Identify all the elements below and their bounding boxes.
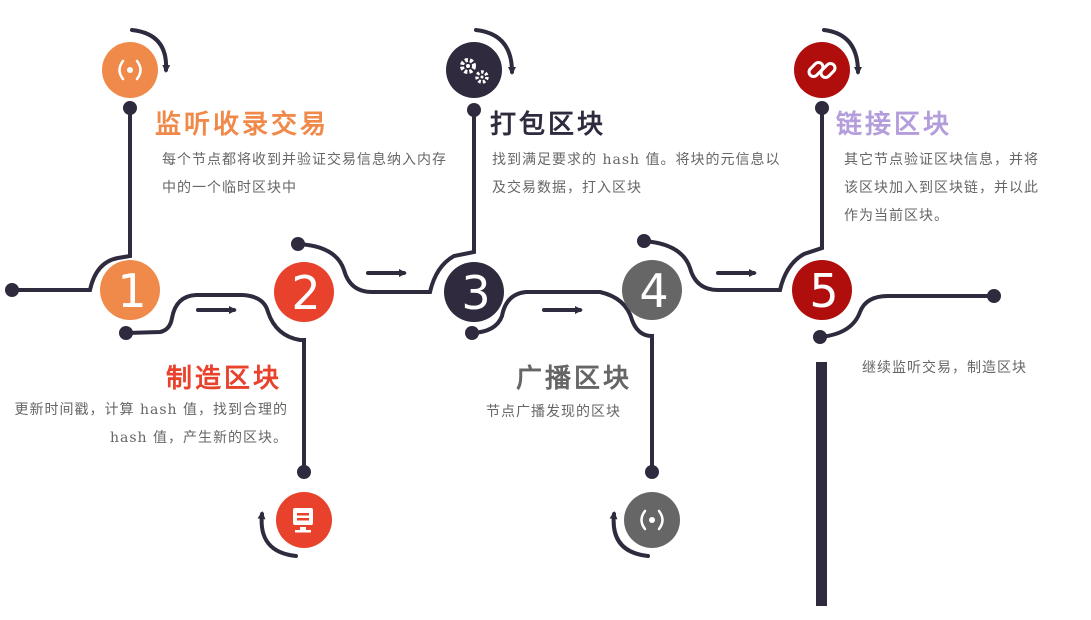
step-title: 监听收录交易 — [155, 110, 330, 140]
step-title: 广播区块 — [516, 364, 633, 394]
endpoint-dot — [637, 234, 651, 248]
step-1-circle — [100, 260, 160, 320]
step-description: 节点广播发现的区块 — [486, 404, 621, 420]
step-title: 链接区块 — [836, 110, 953, 140]
flow-line-3 — [296, 108, 476, 294]
step-5-circle — [792, 260, 852, 320]
curved-arrow-5 — [822, 28, 862, 75]
gears-icon — [446, 42, 502, 98]
endpoint-dot — [291, 237, 305, 251]
flow-line-4 — [470, 290, 654, 474]
broadcast-icon — [102, 42, 158, 98]
step-description: 其它节点验证区块信息，并将该区块加入到区块链，并以此作为当前区块。 — [844, 152, 1039, 224]
step-number: 2 — [291, 266, 321, 320]
broadcast-icon — [624, 492, 680, 548]
flow-line-6 — [818, 294, 996, 339]
endpoint-dot — [645, 465, 659, 479]
endpoint-dot — [119, 326, 133, 340]
step-description: 更新时间戳，计算 hash 值，找到合理的 hash 值，产生新的区块。 — [14, 402, 288, 446]
monitor-icon — [276, 492, 332, 548]
step-title: 打包区块 — [490, 110, 607, 140]
endpoint-dot — [815, 101, 829, 115]
final-note: 继续监听交易，制造区块 — [862, 360, 1027, 376]
endpoint-dot — [987, 289, 1001, 303]
step-number: 4 — [639, 264, 669, 318]
step-number: 1 — [117, 264, 147, 318]
endpoint-dot — [467, 103, 481, 117]
endpoint-dot — [465, 326, 479, 340]
step-2-circle — [274, 262, 334, 322]
curved-arrow-3 — [474, 28, 516, 75]
step-description: 每个节点都将收到并验证交易信息纳入内存中的一个临时区块中 — [162, 152, 447, 196]
curved-arrow-1 — [130, 28, 171, 73]
endpoint-dot — [5, 283, 19, 297]
endpoint-dot — [123, 101, 137, 115]
flow-line-5 — [642, 108, 824, 292]
step-3-circle — [444, 262, 504, 322]
curved-arrow-4 — [609, 511, 650, 558]
step-number: 3 — [461, 266, 491, 320]
endpoint-dot — [813, 330, 827, 344]
endpoint-dot — [297, 465, 311, 479]
step-description: 找到满足要求的 hash 值。将块的元信息以及交易数据，打入区块 — [492, 152, 781, 196]
vertical-bar — [816, 362, 827, 606]
curved-arrow-2 — [257, 511, 298, 558]
step-number: 5 — [809, 264, 839, 318]
flow-line-1 — [10, 108, 132, 292]
link-icon — [794, 42, 850, 98]
step-4-circle — [622, 260, 682, 320]
step-title: 制造区块 — [166, 364, 283, 394]
flow-line-2 — [124, 293, 306, 474]
